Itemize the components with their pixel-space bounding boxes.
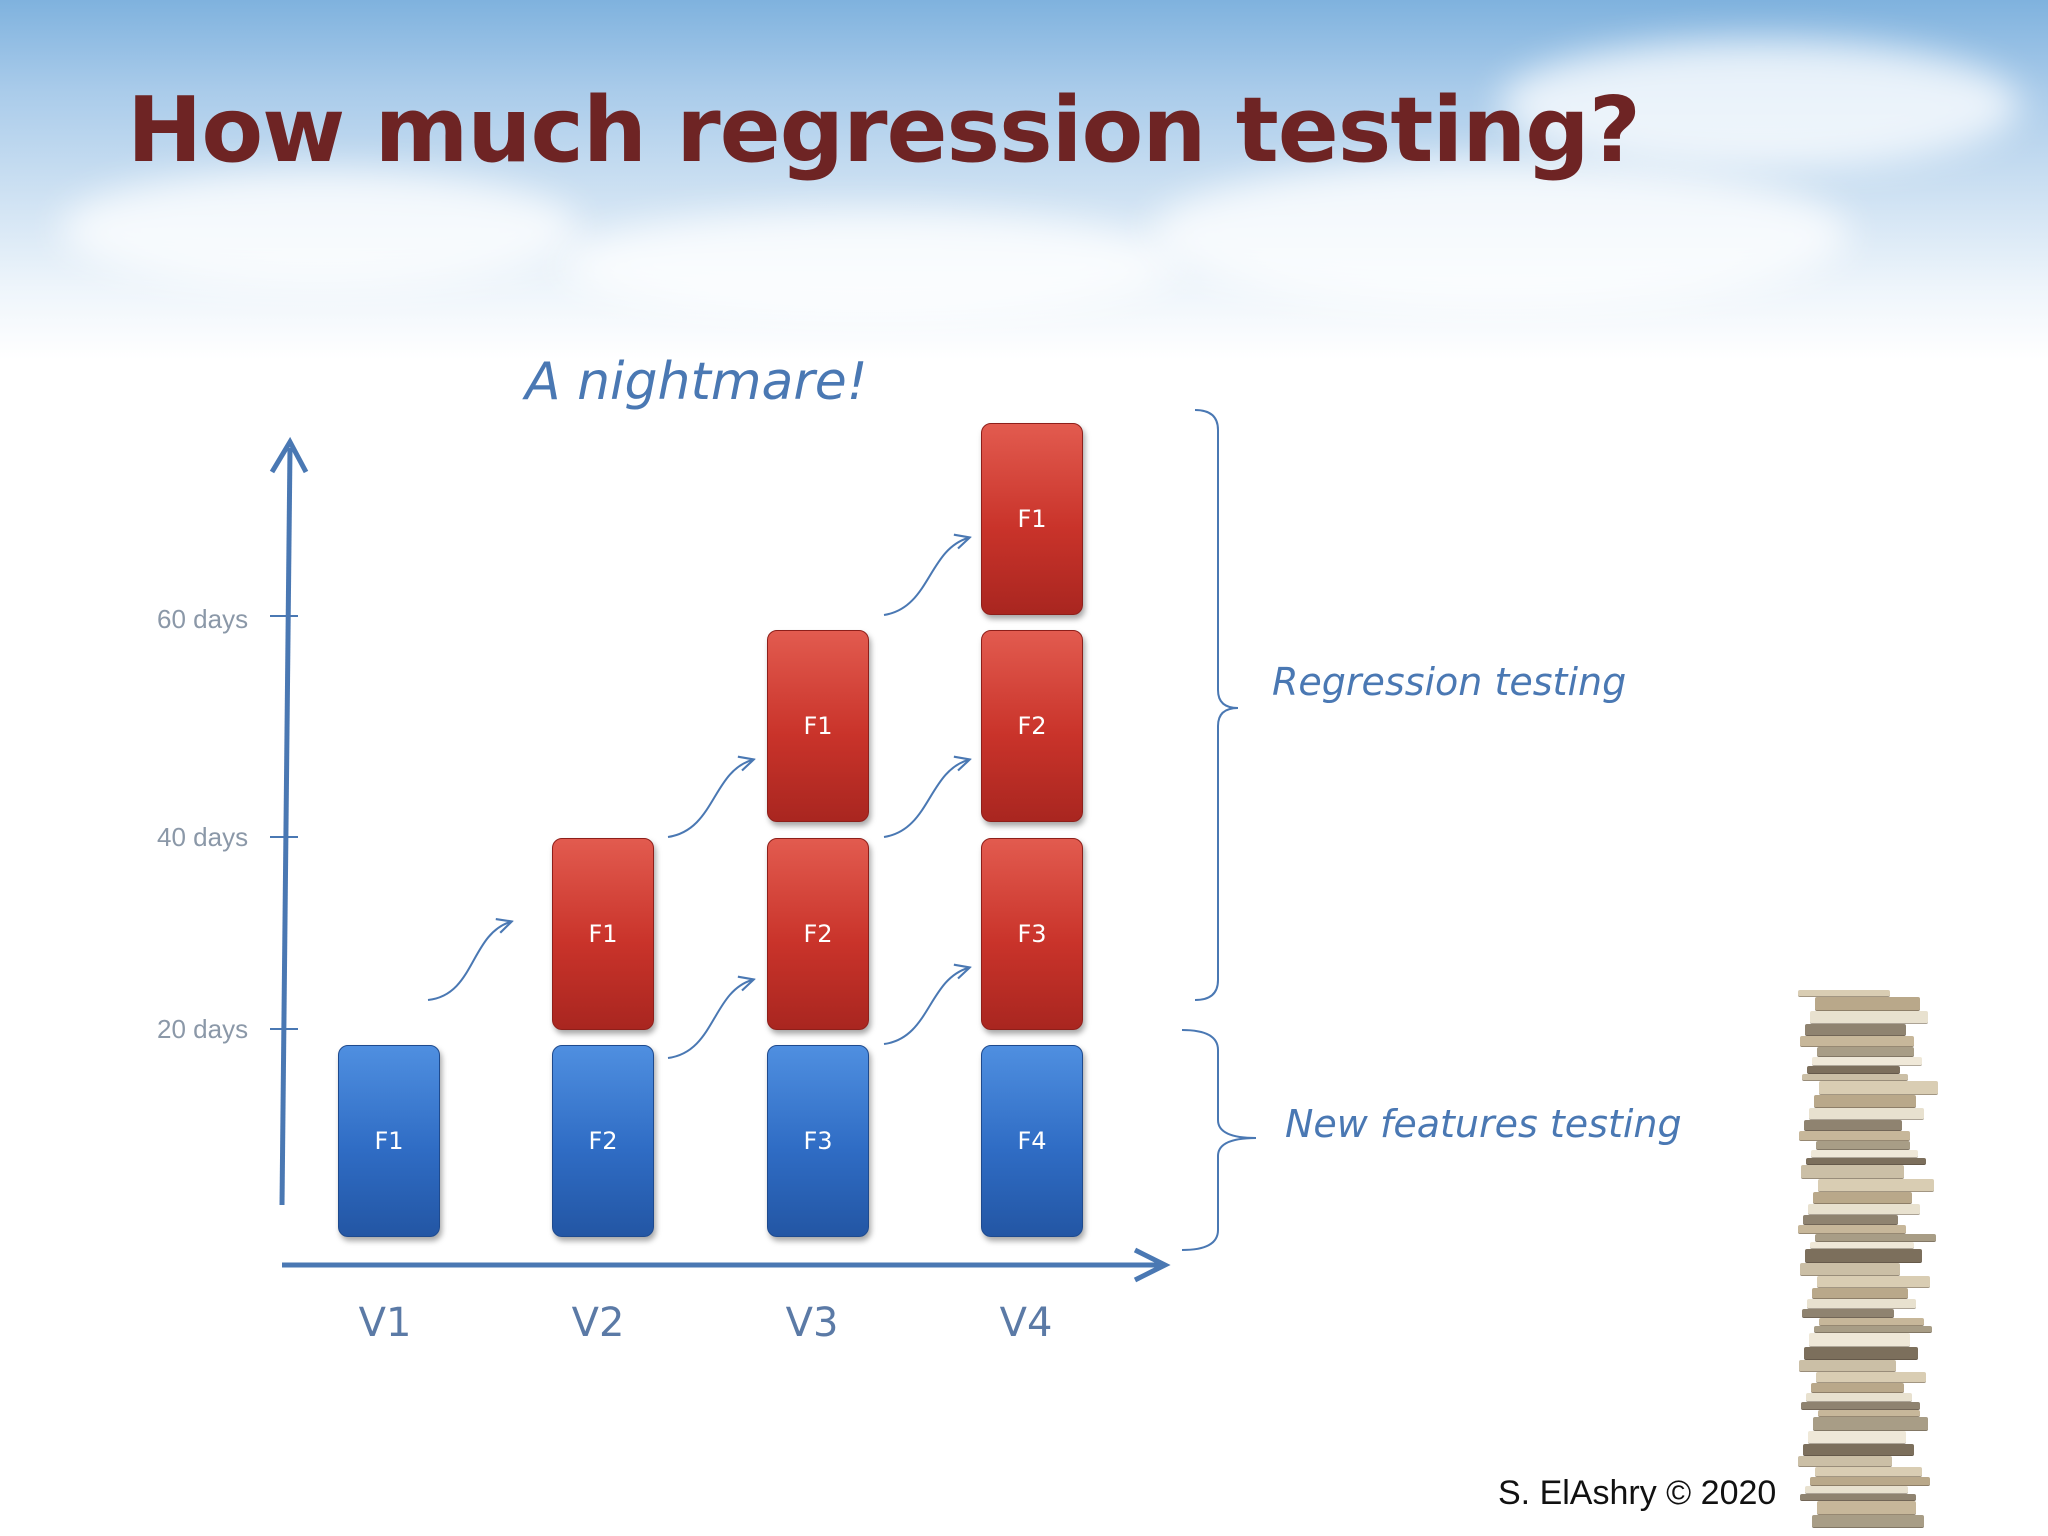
book: [1807, 1066, 1900, 1074]
book: [1818, 1179, 1934, 1192]
regression-testing-label: Regression testing: [1272, 660, 1627, 704]
book: [1800, 1036, 1914, 1047]
book: [1813, 1192, 1912, 1204]
slide-title: How much regression testing?: [127, 78, 1641, 183]
regression-box: F3: [981, 838, 1083, 1030]
version-label-v2: V2: [571, 1300, 625, 1346]
book: [1810, 1242, 1914, 1249]
book: [1806, 1158, 1926, 1165]
book-stack-image: [1795, 990, 1938, 1530]
new-feature-box: F3: [767, 1045, 869, 1237]
book: [1812, 1515, 1924, 1528]
book: [1798, 1225, 1906, 1234]
book: [1806, 1393, 1912, 1402]
book: [1803, 1215, 1898, 1225]
book: [1817, 1501, 1916, 1515]
regression-bracket: [1194, 409, 1239, 1001]
curved-arrow: [883, 760, 968, 838]
book: [1816, 1141, 1910, 1150]
book: [1802, 1074, 1908, 1081]
new-features-testing-label: New features testing: [1285, 1102, 1682, 1146]
book: [1799, 1131, 1910, 1141]
book: [1815, 1234, 1936, 1242]
version-label-v1: V1: [358, 1300, 412, 1346]
sky-background: [0, 0, 2048, 360]
book: [1800, 1263, 1900, 1276]
book: [1798, 1456, 1892, 1467]
book: [1814, 1326, 1932, 1333]
book: [1809, 1108, 1924, 1120]
book: [1805, 1486, 1908, 1494]
new-feature-box: F1: [338, 1045, 440, 1237]
book: [1804, 1347, 1918, 1360]
book: [1798, 990, 1890, 997]
book: [1818, 1410, 1920, 1417]
book: [1802, 1309, 1894, 1318]
book: [1804, 1120, 1902, 1131]
new-features-bracket: [1181, 1029, 1257, 1251]
diagram-subtitle: A nightmare!: [525, 352, 868, 412]
book: [1809, 1333, 1910, 1347]
version-label-v3: V3: [785, 1300, 839, 1346]
regression-box: F1: [767, 630, 869, 822]
book: [1811, 1383, 1904, 1393]
y-tick-label-60: 60 days: [157, 604, 249, 634]
book: [1819, 1081, 1938, 1095]
book: [1805, 1249, 1922, 1263]
book: [1808, 1431, 1906, 1444]
book: [1812, 1288, 1908, 1299]
regression-box: F2: [981, 630, 1083, 822]
book: [1816, 1372, 1926, 1383]
curved-arrow: [883, 968, 968, 1045]
book: [1801, 1165, 1904, 1179]
book: [1813, 1417, 1928, 1431]
book: [1803, 1444, 1914, 1456]
book: [1817, 1276, 1930, 1288]
curved-arrow: [883, 538, 968, 616]
book: [1815, 1467, 1922, 1477]
book: [1812, 1057, 1922, 1066]
regression-box: F1: [552, 838, 654, 1030]
version-label-v4: V4: [999, 1300, 1053, 1346]
book: [1799, 1360, 1896, 1372]
book: [1801, 1402, 1920, 1410]
book: [1808, 1204, 1920, 1215]
book: [1800, 1494, 1916, 1501]
regression-box: F2: [767, 838, 869, 1030]
y-tick-label-40: 40 days: [157, 822, 249, 852]
curved-arrow: [427, 922, 510, 1001]
book: [1819, 1318, 1924, 1326]
book: [1817, 1047, 1914, 1057]
book: [1810, 1011, 1928, 1024]
book: [1811, 1150, 1918, 1158]
book: [1815, 997, 1920, 1011]
copyright: S. ElAshry © 2020: [1498, 1474, 1777, 1512]
y-axis-arrowhead: [269, 436, 309, 474]
book: [1807, 1299, 1916, 1309]
curved-arrow: [667, 760, 752, 838]
book: [1814, 1095, 1916, 1108]
book: [1805, 1024, 1906, 1036]
new-feature-box: F4: [981, 1045, 1083, 1237]
y-tick-label-20: 20 days: [157, 1014, 249, 1044]
new-feature-box: F2: [552, 1045, 654, 1237]
book: [1810, 1477, 1930, 1486]
y-axis: [279, 447, 293, 1206]
regression-box: F1: [981, 423, 1083, 615]
curved-arrow: [667, 980, 752, 1059]
x-axis-arrowhead: [1133, 1247, 1171, 1283]
